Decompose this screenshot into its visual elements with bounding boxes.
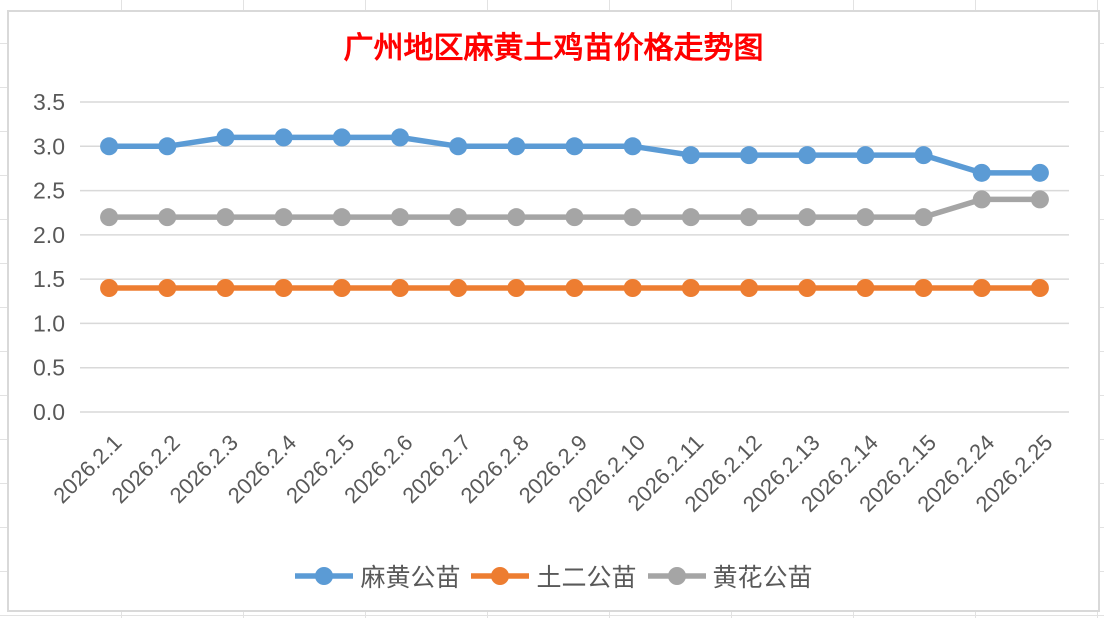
data-point[interactable] (507, 208, 526, 227)
data-point[interactable] (914, 279, 933, 297)
data-point[interactable] (390, 128, 409, 147)
data-point[interactable] (914, 146, 933, 165)
legend-marker-icon (647, 567, 706, 585)
data-point[interactable] (972, 163, 991, 182)
data-point[interactable] (972, 190, 991, 209)
y-tick-label: 0.5 (33, 355, 65, 381)
chart-title: 广州地区麻黄土鸡苗价格走势图 (343, 32, 764, 65)
data-point[interactable] (740, 146, 759, 165)
data-point[interactable] (1030, 190, 1049, 209)
data-point[interactable] (623, 208, 642, 227)
data-point[interactable] (390, 208, 409, 227)
data-point[interactable] (565, 208, 584, 227)
data-point[interactable] (740, 279, 759, 297)
chart-legend: 麻黄公苗 土二公苗 黄花公苗 (9, 556, 1098, 596)
data-point[interactable] (449, 279, 468, 297)
data-point[interactable] (740, 208, 759, 227)
data-point[interactable] (216, 208, 235, 227)
data-point[interactable] (332, 208, 351, 227)
chart-object[interactable]: 0.0 0.5 1.0 1.5 2.0 2.5 3.0 3.5 2026.2.1 2026.2.2… (7, 10, 1100, 612)
data-point[interactable] (332, 128, 351, 147)
legend-item-1[interactable]: 土二公苗 (470, 558, 637, 594)
data-point[interactable] (681, 146, 700, 165)
y-tick-label: 3.0 (33, 133, 65, 159)
data-point[interactable] (158, 279, 177, 297)
data-point[interactable] (449, 137, 468, 156)
data-point[interactable] (681, 279, 700, 297)
data-point[interactable] (216, 128, 235, 147)
data-point[interactable] (565, 279, 584, 297)
data-point[interactable] (856, 146, 875, 165)
data-point[interactable] (623, 137, 642, 156)
y-tick-label: 1.0 (33, 310, 65, 336)
data-point[interactable] (216, 279, 235, 297)
data-point[interactable] (100, 137, 119, 156)
legend-label: 黄花公苗 (712, 565, 813, 592)
data-point[interactable] (390, 279, 409, 297)
legend-marker-icon (471, 567, 530, 585)
data-point[interactable] (856, 208, 875, 227)
y-tick-label: 2.0 (33, 222, 65, 248)
legend-item-0[interactable]: 麻黄公苗 (294, 558, 460, 594)
y-tick-label: 3.5 (33, 89, 65, 115)
data-point[interactable] (565, 137, 584, 156)
data-point[interactable] (914, 208, 933, 227)
data-point[interactable] (158, 137, 177, 156)
data-point[interactable] (856, 279, 875, 297)
data-point[interactable] (100, 279, 119, 297)
data-point[interactable] (623, 279, 642, 297)
data-point[interactable] (274, 279, 293, 297)
data-point[interactable] (1030, 163, 1049, 182)
data-point[interactable] (332, 279, 351, 297)
y-tick-label: 1.5 (33, 266, 65, 292)
data-point[interactable] (681, 208, 700, 227)
y-tick-label: 2.5 (33, 178, 65, 204)
chart-canvas: 0.00.51.01.52.02.53.03.52026.2.12026.2.2… (33, 89, 1069, 517)
data-point[interactable] (274, 208, 293, 227)
data-point[interactable] (449, 208, 468, 227)
data-point[interactable] (507, 279, 526, 297)
data-point[interactable] (798, 208, 817, 227)
plot-area: 0.0 0.5 1.0 1.5 2.0 2.5 3.0 3.5 2026.2.1 2026.2.2… (9, 12, 1098, 610)
legend-label: 麻黄公苗 (360, 565, 461, 592)
legend-item-2[interactable]: 黄花公苗 (647, 558, 813, 594)
data-point[interactable] (798, 146, 817, 165)
data-point[interactable] (507, 137, 526, 156)
legend-marker-icon (295, 567, 354, 585)
data-point[interactable] (1030, 279, 1049, 297)
data-point[interactable] (798, 279, 817, 297)
data-point[interactable] (100, 208, 119, 227)
data-point[interactable] (972, 279, 991, 297)
y-tick-label: 0.0 (33, 399, 65, 425)
legend-label: 土二公苗 (536, 565, 637, 592)
data-point[interactable] (158, 208, 177, 227)
data-point[interactable] (274, 128, 293, 147)
